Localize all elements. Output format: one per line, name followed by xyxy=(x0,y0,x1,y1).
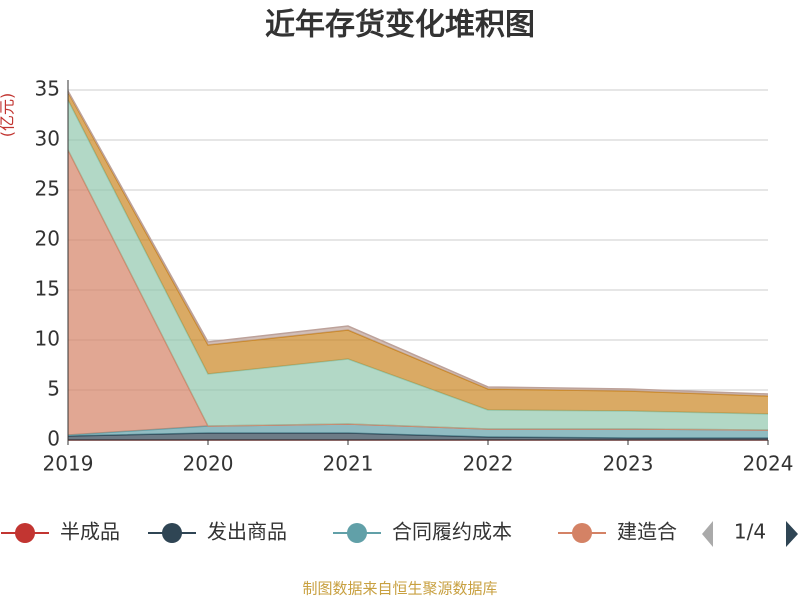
legend-marker xyxy=(162,523,182,543)
x-tick-label: 2024 xyxy=(743,452,794,476)
source-note: 制图数据来自恒生聚源数据库 xyxy=(302,580,497,598)
legend-prev[interactable] xyxy=(702,521,713,547)
y-tick-label: 15 xyxy=(35,277,60,301)
legend-label[interactable]: 半成品 xyxy=(60,520,120,544)
legend-marker xyxy=(15,523,35,543)
chart-title: 近年存货变化堆积图 xyxy=(265,8,535,43)
legend-label[interactable]: 建造合 xyxy=(617,520,677,544)
y-tick-label: 20 xyxy=(35,227,60,251)
y-axis-label: (亿元) xyxy=(0,93,17,138)
area xyxy=(68,424,768,438)
legend: 半成品 发出商品 合同履约成本 建造合 xyxy=(1,520,677,544)
y-tick-label: 35 xyxy=(35,77,60,101)
x-tick-label: 2021 xyxy=(323,452,374,476)
area-line xyxy=(67,90,769,395)
y-tick-label: 25 xyxy=(35,177,60,201)
y-tick-label: 10 xyxy=(35,327,60,351)
y-tick-label: 0 xyxy=(47,427,60,451)
legend-marker xyxy=(347,523,367,543)
legend-label[interactable]: 发出商品 xyxy=(207,520,287,544)
y-tick-label: 30 xyxy=(35,127,60,151)
x-tick-label: 2020 xyxy=(183,452,234,476)
area xyxy=(68,150,768,435)
y-tick-label: 5 xyxy=(47,377,60,401)
legend-next[interactable] xyxy=(786,521,798,547)
x-tick-label: 2019 xyxy=(43,452,94,476)
x-tick-label: 2022 xyxy=(463,452,514,476)
legend-page: 1/4 xyxy=(734,520,766,544)
legend-label[interactable]: 合同履约成本 xyxy=(392,520,512,544)
x-tick-label: 2023 xyxy=(603,452,654,476)
legend-marker xyxy=(572,523,592,543)
